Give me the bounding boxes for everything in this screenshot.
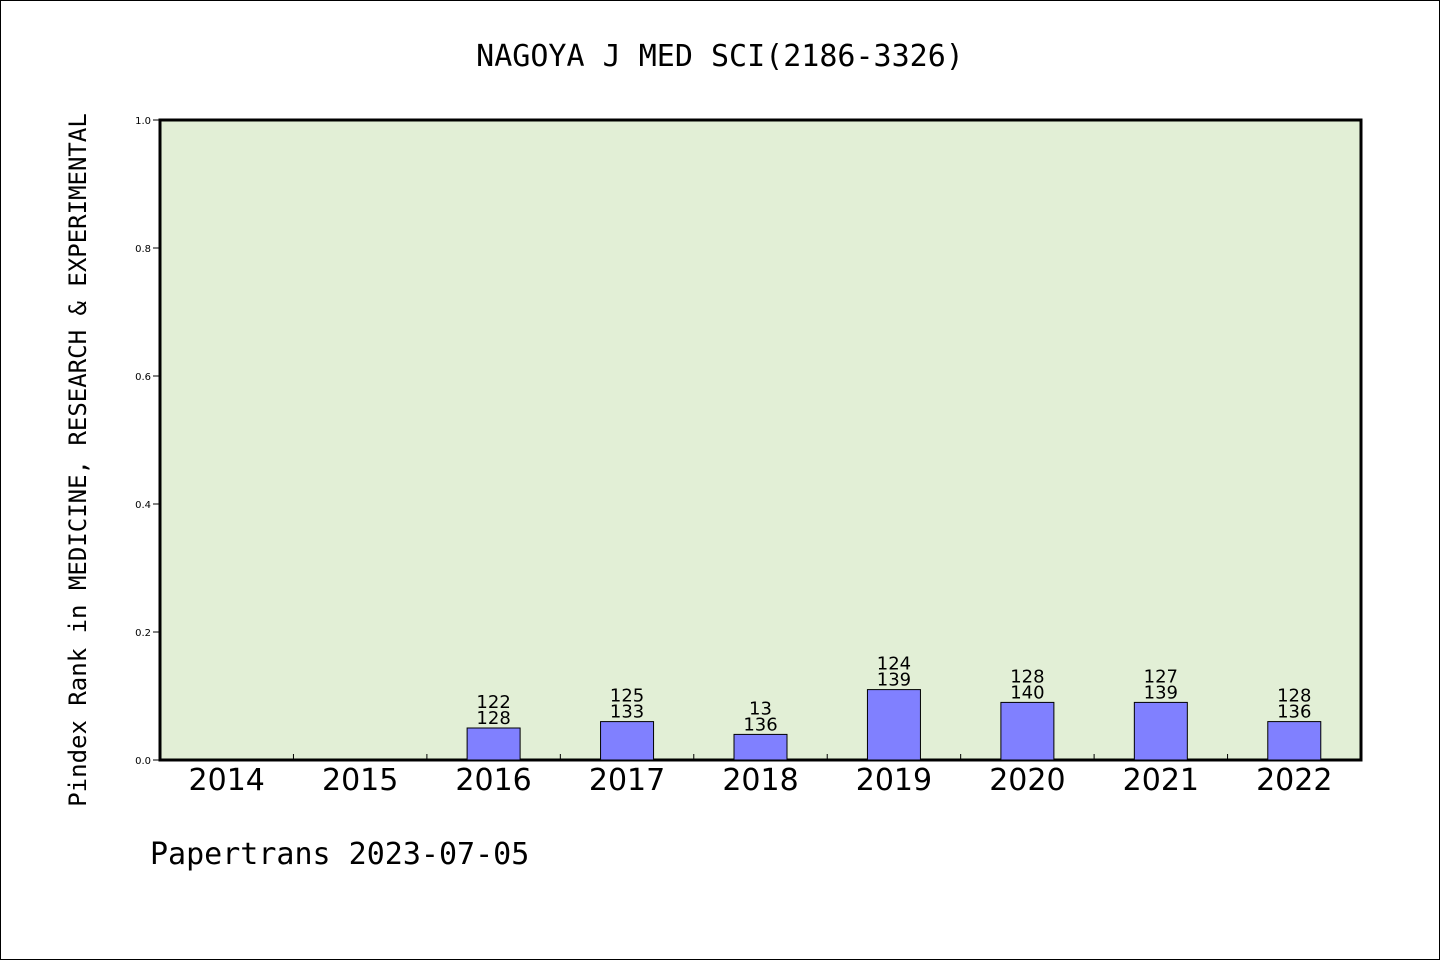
x-axis: 2014 2015 2016 2017 2018 2019 2020 2021 2022 [189, 754, 1332, 798]
x-tick-label-2020: 2020 [989, 763, 1065, 798]
y-axis-label: Pindex Rank in MEDICINE, RESEARCH & EXPE… [64, 113, 92, 807]
y-tick-label: 0.4 [135, 500, 151, 511]
bar-2021 [1133, 701, 1188, 761]
bar-total-label: 133 [610, 702, 644, 723]
bar-total-label: 140 [1010, 682, 1044, 703]
bar-total-label: 139 [1144, 682, 1178, 703]
y-tick-label: 0.0 [135, 756, 151, 767]
bar-rank-label: 13 [749, 698, 772, 719]
chart-title: NAGOYA J MED SCI(2186-3326) [476, 39, 964, 74]
bar-rank-label: 127 [1144, 666, 1178, 687]
y-axis: 0.0 0.2 0.4 0.6 0.8 1.0 [135, 116, 160, 767]
bar-total-label: 136 [743, 714, 777, 735]
bar-2022 [1267, 721, 1322, 761]
bar-rank-label: 128 [1010, 666, 1044, 687]
bar-2019 [866, 689, 921, 761]
x-tick-label-2018: 2018 [722, 763, 798, 798]
bar-2017 [600, 721, 655, 761]
bar-total-label: 128 [476, 708, 510, 729]
x-tick-label-2015: 2015 [322, 763, 398, 798]
bar-rank-label: 124 [877, 654, 911, 675]
y-tick-label: 0.8 [135, 244, 151, 255]
plot-area [158, 118, 1363, 762]
x-tick-label-2016: 2016 [455, 763, 531, 798]
x-tick-label-2014: 2014 [189, 763, 265, 798]
bar-total-label: 136 [1277, 702, 1311, 723]
y-tick-label: 0.2 [135, 628, 151, 639]
bar-2020 [1000, 701, 1055, 761]
footer-text: Papertrans 2023-07-05 [150, 837, 529, 872]
bar-rank-label: 128 [1277, 686, 1311, 707]
x-tick-label-2022: 2022 [1256, 763, 1332, 798]
y-tick-label: 0.6 [135, 372, 151, 383]
y-tick-label: 1.0 [135, 116, 151, 127]
bar-rank-label: 122 [476, 692, 510, 713]
x-tick-label-2021: 2021 [1123, 763, 1199, 798]
bar-2016 [466, 727, 521, 761]
bar-rank-label: 125 [610, 686, 644, 707]
bar-2018 [733, 733, 788, 761]
bar-total-label: 139 [877, 670, 911, 691]
x-tick-label-2017: 2017 [589, 763, 665, 798]
x-tick-label-2019: 2019 [856, 763, 932, 798]
